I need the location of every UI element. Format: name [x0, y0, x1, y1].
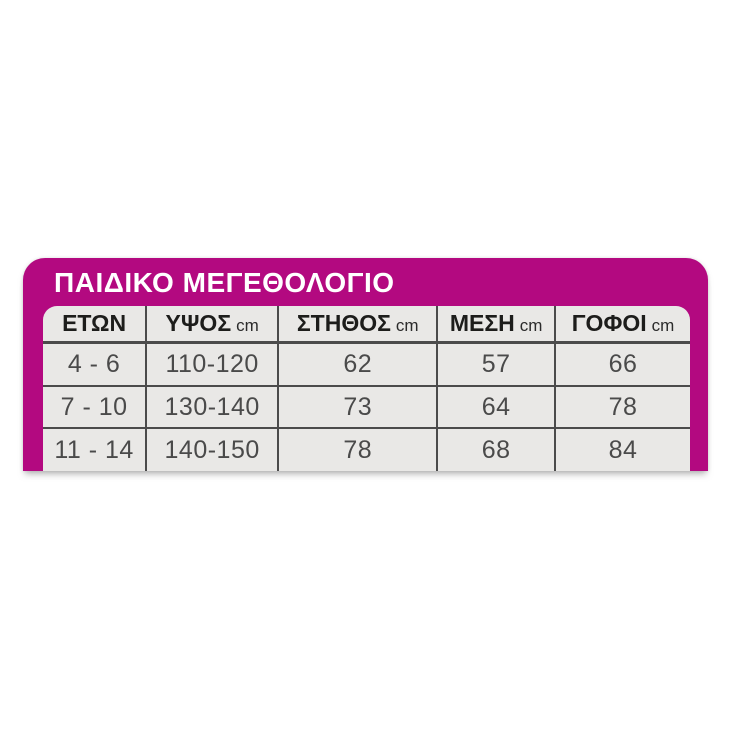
column-header-label: ΕΤΩΝ	[62, 310, 127, 336]
size-chart-card: ΠΑΙΔΙΚΟ ΜΕΓΕΘΟΛΟΓΙΟ ΕΤΩΝ ΥΨΟΣ cm ΣΤΗΘΟΣ …	[23, 258, 708, 471]
column-header-label: ΓΟΦΟΙ	[571, 310, 647, 336]
column-header-label: ΥΨΟΣ	[165, 310, 232, 336]
table-cell-height: 110-120	[147, 344, 280, 385]
column-header-hips: ΓΟΦΟΙ cm	[556, 306, 690, 344]
table-cell-ages: 4 - 6	[43, 344, 148, 385]
table-cell-ages: 7 - 10	[43, 385, 148, 427]
table-cell-waist: 64	[438, 385, 557, 427]
table-cell-waist: 68	[438, 427, 557, 471]
table-cell-chest: 62	[279, 344, 439, 385]
column-header-waist: ΜΕΣΗ cm	[438, 306, 557, 344]
table-cell-ages: 11 - 14	[43, 427, 148, 471]
column-header-unit: cm	[651, 315, 675, 335]
table-cell-hips: 66	[608, 350, 638, 378]
column-header-height: ΥΨΟΣ cm	[147, 306, 280, 344]
column-header-unit: cm	[395, 315, 419, 335]
size-chart-title: ΠΑΙΔΙΚΟ ΜΕΓΕΘΟΛΟΓΙΟ	[54, 267, 395, 298]
column-header-unit: cm	[236, 315, 259, 335]
column-header-ages: ΕΤΩΝ	[43, 306, 148, 344]
table-cell-hips: 84	[556, 427, 690, 471]
column-header-label: ΜΕΣΗ	[449, 310, 515, 336]
column-header-label: ΣΤΗΘΟΣ	[296, 310, 391, 336]
table-cell-height: 130-140	[147, 385, 280, 427]
table-cell-chest: 73	[279, 385, 439, 427]
table-cell-hips: 78	[556, 385, 690, 427]
table-cell-waist: 57	[438, 344, 557, 385]
table-cell-height: 140-150	[147, 427, 280, 471]
column-header-unit: cm	[519, 315, 543, 335]
table-cell-chest: 78	[279, 427, 439, 471]
size-table: ΕΤΩΝ ΥΨΟΣ cm ΣΤΗΘΟΣ cm ΜΕΣΗ cm ΓΟΦΟΙ cm …	[43, 306, 690, 471]
column-header-chest: ΣΤΗΘΟΣ cm	[279, 306, 439, 344]
